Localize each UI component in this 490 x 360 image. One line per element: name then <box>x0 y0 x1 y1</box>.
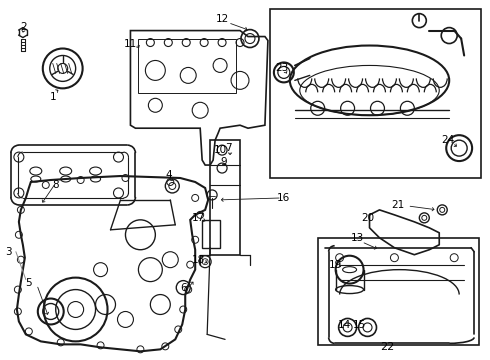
Bar <box>318 238 479 345</box>
Text: 24: 24 <box>441 135 455 145</box>
Text: 17: 17 <box>192 213 205 223</box>
Text: 1: 1 <box>49 92 56 102</box>
Text: 14: 14 <box>338 320 351 330</box>
Text: 2: 2 <box>21 22 27 32</box>
Text: 23: 23 <box>275 63 289 73</box>
Text: 8: 8 <box>52 180 59 190</box>
Bar <box>202 220 220 248</box>
Text: 21: 21 <box>391 200 404 210</box>
Text: 9: 9 <box>221 157 227 167</box>
Text: 15: 15 <box>353 320 366 330</box>
Text: 20: 20 <box>361 213 374 223</box>
Text: 19: 19 <box>329 260 343 270</box>
Text: 18: 18 <box>192 255 205 265</box>
Text: 4: 4 <box>165 170 172 180</box>
Text: 16: 16 <box>277 193 291 203</box>
Bar <box>270 9 481 178</box>
Text: 12: 12 <box>216 14 229 24</box>
Bar <box>138 39 236 93</box>
Text: 7: 7 <box>225 143 231 153</box>
Bar <box>210 140 240 255</box>
Text: 6: 6 <box>180 283 187 293</box>
Text: 13: 13 <box>351 233 364 243</box>
Text: 3: 3 <box>5 247 12 257</box>
Text: 11: 11 <box>124 39 137 49</box>
Text: 10: 10 <box>214 145 227 155</box>
Text: 22: 22 <box>380 342 394 352</box>
Text: 5: 5 <box>25 278 32 288</box>
